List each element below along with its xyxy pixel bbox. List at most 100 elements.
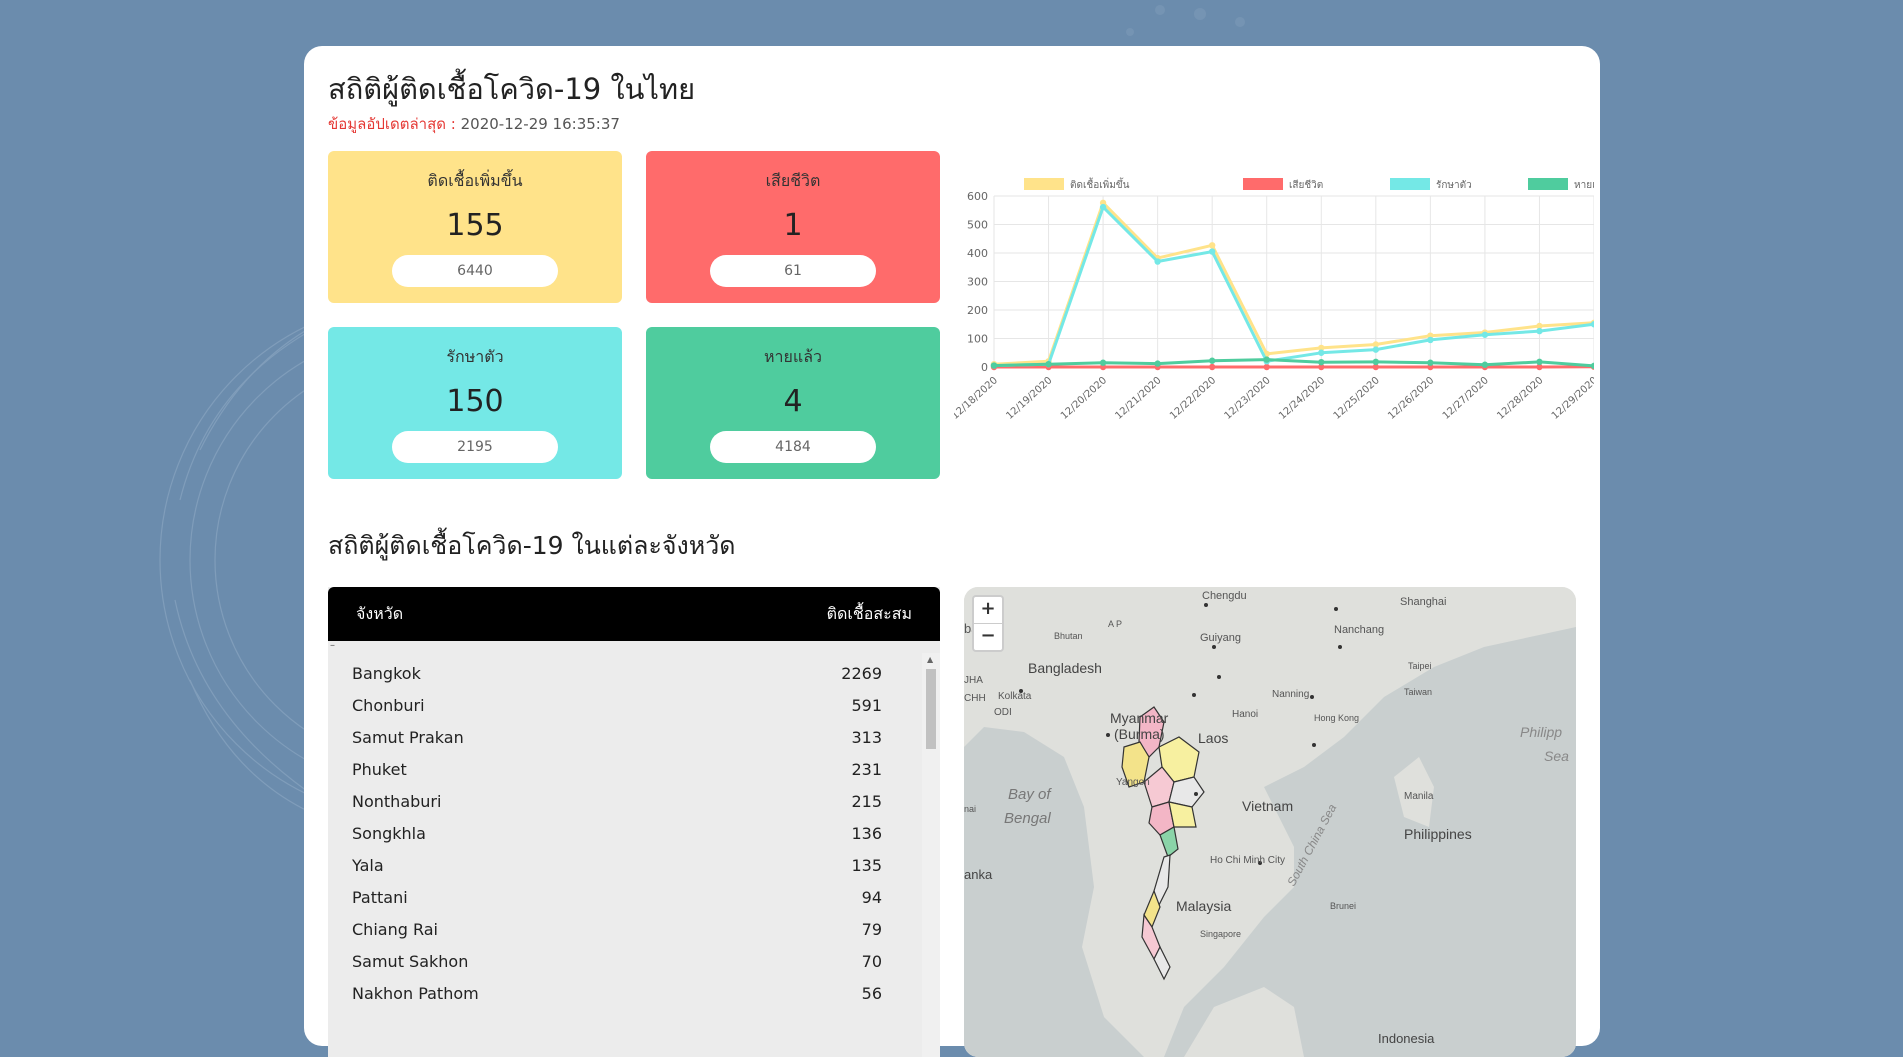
map-label-nai: nai [964,804,976,814]
data-point [1264,364,1270,370]
data-point [1318,359,1324,365]
data-point [1318,350,1324,356]
province-name: Chonburi [352,696,425,715]
province-count: 231 [851,760,882,779]
province-table-header: จังหวัด ติดเชื้อสะสม [328,587,940,641]
legend-label: รักษาตัว [1436,180,1472,191]
province-count: 591 [851,696,882,715]
table-scrollbar[interactable]: ▲ [922,653,940,1057]
map-label-taipei: Taipei [1408,661,1432,671]
map-label-kolkata: Kolkata [998,691,1032,702]
province-count: 70 [862,952,882,971]
legend-swatch [1390,178,1430,190]
map-label-bangladesh: Bangladesh [1028,660,1102,676]
data-point [1154,360,1160,366]
zoom-in-button[interactable]: + [974,597,1002,623]
data-point [1209,364,1215,370]
legend-label: ติดเชื้อเพิ่มขึ้น [1070,177,1130,191]
map-label-malaysia: Malaysia [1176,898,1231,914]
series-line [994,207,1594,366]
x-tick-label: 12/28/2020 [1495,375,1545,422]
province-name: Phuket [352,760,407,779]
x-tick-label: 12/27/2020 [1441,375,1491,422]
data-point [991,362,997,368]
legend-swatch [1243,178,1283,190]
stat-total-pill: 61 [710,255,876,287]
series-line [994,360,1594,366]
data-point [1045,361,1051,367]
map-label-indonesia: Indonesia [1378,1031,1435,1046]
col-province: จังหวัด [356,602,403,627]
data-point [1536,328,1542,334]
map-label-ap: A P [1108,619,1122,629]
map-label-chh: CHH [964,693,986,704]
map-label-bay-of: Bay of [1008,786,1052,803]
x-tick-label: 12/21/2020 [1113,375,1163,422]
scroll-thumb[interactable] [926,669,936,749]
data-point [1100,204,1106,210]
x-tick-label: 12/18/2020 [954,375,1000,422]
map-label-sea: Sea [1544,748,1569,764]
data-point [1209,358,1215,364]
scroll-up-arrow-icon[interactable]: ▲ [927,655,933,664]
map-label-guiyang: Guiyang [1200,632,1241,644]
map-label-chengdu: Chengdu [1202,590,1247,602]
last-update-time: 2020-12-29 16:35:37 [461,115,620,133]
legend-label: หายแล้ว [1574,179,1594,191]
province-count: 94 [862,888,882,907]
stat-label: หายแล้ว [646,345,940,370]
data-point [1154,258,1160,264]
map-label-bhutan: Bhutan [1054,631,1083,641]
data-point [1373,359,1379,365]
province-count: 2269 [841,664,882,683]
table-row: Phuket 231 [328,753,922,785]
map-label-myanmar: Myanmar [1110,710,1169,726]
y-tick-label: 0 [981,361,988,374]
x-tick-label: 12/25/2020 [1332,375,1382,422]
map-label-odi: ODI [994,707,1012,718]
y-tick-label: 600 [967,190,988,203]
map-label-hongkong: Hong Kong [1314,713,1359,723]
province-name: Samut Prakan [352,728,464,747]
table-row: Samut Prakan 313 [328,721,922,753]
map-canvas[interactable]: Chengdu Shanghai Nanchang Guiyang Bhutan… [964,587,1576,1057]
map-label-philippines: Philippines [1404,826,1472,842]
table-row: Bangkok 2269 [328,657,922,689]
table-row: Pattani 94 [328,881,922,913]
legend-label: เสียชีวิต [1289,179,1323,191]
stat-deaths: เสียชีวิต 1 61 [646,151,940,303]
y-tick-label: 500 [967,219,988,232]
daily-line-chart: ติดเชื้อเพิ่มขึ้น เสียชีวิต รักษาตัว หายแล้… [954,146,1594,506]
map-label-nanchang: Nanchang [1334,624,1384,636]
province-name: Samut Sakhon [352,952,468,971]
daily-chart: ติดเชื้อเพิ่มขึ้น เสียชีวิต รักษาตัว หายแล้… [954,146,1594,506]
main-card: สถิติผู้ติดเชื้อโควิด-19 ในไทย ข้อมูลอัป… [304,46,1600,1046]
zoom-out-button[interactable]: − [974,623,1002,650]
province-count: 313 [851,728,882,747]
province-count: 79 [862,920,882,939]
stat-total-pill: 2195 [392,431,558,463]
stat-value: 4 [646,384,940,419]
series-line [994,203,1594,364]
map-label-nanning: Nanning [1272,689,1309,700]
province-name: Pattani [352,888,408,907]
x-tick-label: 12/22/2020 [1168,375,1218,422]
table-row: Samut Sakhon 70 [328,945,922,977]
map-label-lanka: anka [964,867,993,882]
province-name: Bangkok [352,664,421,683]
col-cumulative: ติดเชื้อสะสม [827,602,912,627]
table-row: Chonburi 591 [328,689,922,721]
data-point [1100,360,1106,366]
map-label-laos: Laos [1198,730,1228,746]
province-map[interactable]: Chengdu Shanghai Nanchang Guiyang Bhutan… [964,587,1576,1057]
map-zoom-control: + − [972,595,1004,652]
stat-label: รักษาตัว [328,345,622,370]
stat-hospitalized: รักษาตัว 150 2195 [328,327,622,479]
stat-label: ติดเชื้อเพิ่มขึ้น [328,169,622,194]
data-point [1427,360,1433,366]
